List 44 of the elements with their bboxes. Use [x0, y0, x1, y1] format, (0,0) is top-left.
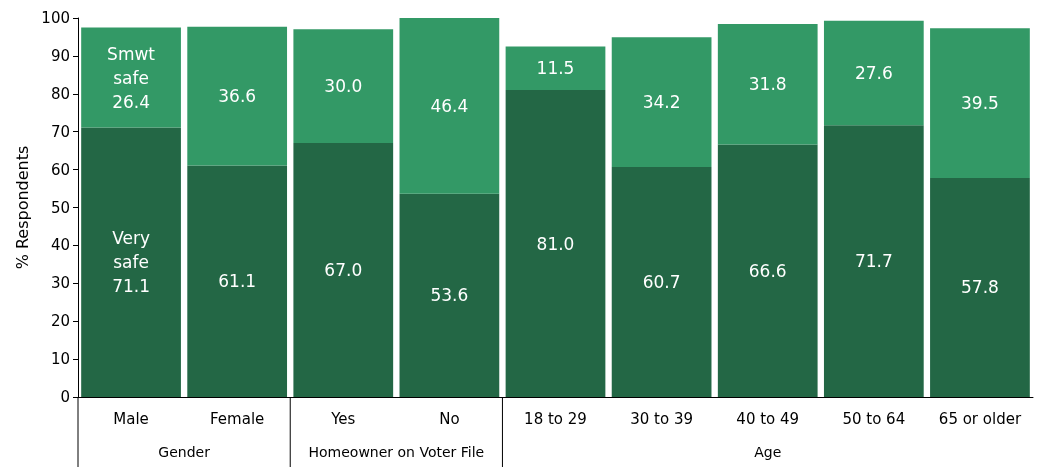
- text: Age: [754, 444, 782, 460]
- y-tick-label: 100: [41, 9, 70, 27]
- x-tick-label: 65 or older: [938, 409, 1022, 428]
- series-label: Smwt safe: [107, 43, 156, 88]
- x-tick-label: Female: [210, 409, 265, 428]
- series-label: Very safe: [112, 228, 150, 273]
- y-tick-label: 0: [60, 388, 70, 406]
- y-tick-label: 50: [50, 198, 70, 217]
- data-label: 27.6: [854, 62, 893, 83]
- x-tick-label: No: [439, 409, 460, 428]
- y-tick-label: 70: [50, 122, 70, 141]
- data-label: 53.6: [430, 285, 469, 306]
- data-label: 46.4: [430, 95, 469, 116]
- y-tick-label: 10: [50, 350, 70, 369]
- data-label: 30.0: [324, 76, 363, 97]
- data-label: 67.0: [324, 260, 363, 281]
- x-tick-label: Yes: [330, 409, 356, 428]
- data-label: 36.6: [218, 86, 257, 107]
- y-tick-label: 20: [50, 312, 70, 331]
- x-tick-label: 30 to 39: [630, 409, 693, 428]
- data-label: 71.1: [112, 276, 150, 297]
- data-label: 61.1: [218, 271, 257, 292]
- data-label: 31.8: [748, 74, 787, 95]
- text: Gender: [158, 444, 211, 460]
- x-tick-label: Male: [113, 409, 149, 428]
- data-label: 57.8: [961, 277, 999, 298]
- text: Homeowner on Voter File: [308, 444, 485, 460]
- x-tick-label: 18 to 29: [524, 409, 587, 428]
- data-label: 71.7: [854, 251, 893, 272]
- x-tick-label: 50 to 64: [842, 409, 906, 428]
- y-axis-title: % Respondents: [12, 145, 32, 270]
- data-label: 34.2: [642, 92, 681, 113]
- x-tick-label: 40 to 49: [736, 409, 800, 428]
- y-tick-label: 40: [50, 236, 70, 255]
- data-label: 26.4: [112, 91, 150, 112]
- data-label: 81.0: [536, 233, 575, 254]
- y-tick-label: 30: [50, 274, 70, 293]
- y-tick-label: 60: [50, 160, 70, 179]
- data-label: 60.7: [642, 271, 681, 292]
- data-label: 39.5: [961, 93, 999, 114]
- y-tick-label: 80: [50, 84, 70, 103]
- data-label: 66.6: [748, 260, 787, 281]
- data-label: 11.5: [536, 58, 575, 79]
- y-tick-label: 90: [50, 46, 70, 65]
